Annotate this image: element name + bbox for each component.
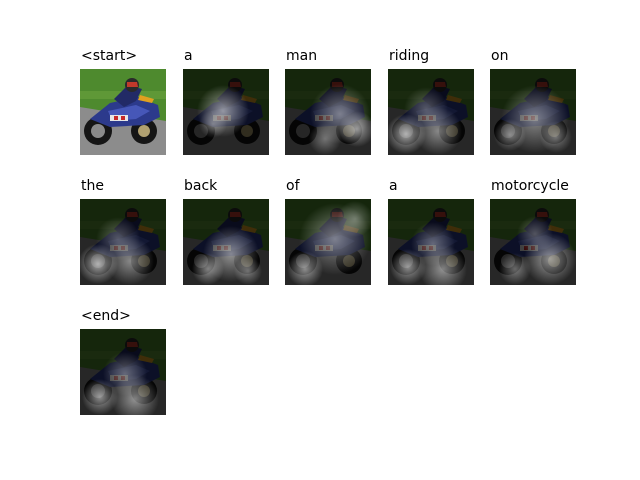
attention-map [80,329,166,415]
attention-map [490,69,576,155]
attention-map [388,199,474,285]
token-label: riding [388,47,432,67]
attention-map [80,199,166,285]
motorcycle-image [490,69,576,155]
token-cell: motorcycle [490,177,576,285]
token-label: <start> [80,47,140,67]
motorcycle-image [80,329,166,415]
token-label: the [80,177,106,197]
token-label: motorcycle [490,177,571,197]
token-label: of [285,177,302,197]
attention-map [285,69,371,155]
token-cell: <end> [80,307,166,415]
motorcycle-image [80,199,166,285]
token-cell: on [490,47,576,155]
motorcycle-image [183,69,269,155]
token-cell: the [80,177,166,285]
attention-map [285,199,371,285]
token-label: on [490,47,511,67]
motorcycle-image [388,69,474,155]
attention-map [183,199,269,285]
input-image [80,69,166,155]
motorcycle-image [490,199,576,285]
token-label: back [183,177,220,197]
token-cell: of [285,177,371,285]
token-cell: riding [388,47,474,155]
attention-map [490,199,576,285]
attention-map [388,69,474,155]
token-label: a [388,177,400,197]
token-cell: back [183,177,269,285]
attention-map [183,69,269,155]
motorcycle-image [80,69,166,155]
motorcycle-image [285,199,371,285]
token-cell: a [183,47,269,155]
motorcycle-image [388,199,474,285]
motorcycle-image [285,69,371,155]
motorcycle-image [183,199,269,285]
token-label: <end> [80,307,133,327]
token-label: man [285,47,320,67]
token-cell: a [388,177,474,285]
token-cell: <start> [80,47,166,155]
token-cell: man [285,47,371,155]
token-label: a [183,47,195,67]
